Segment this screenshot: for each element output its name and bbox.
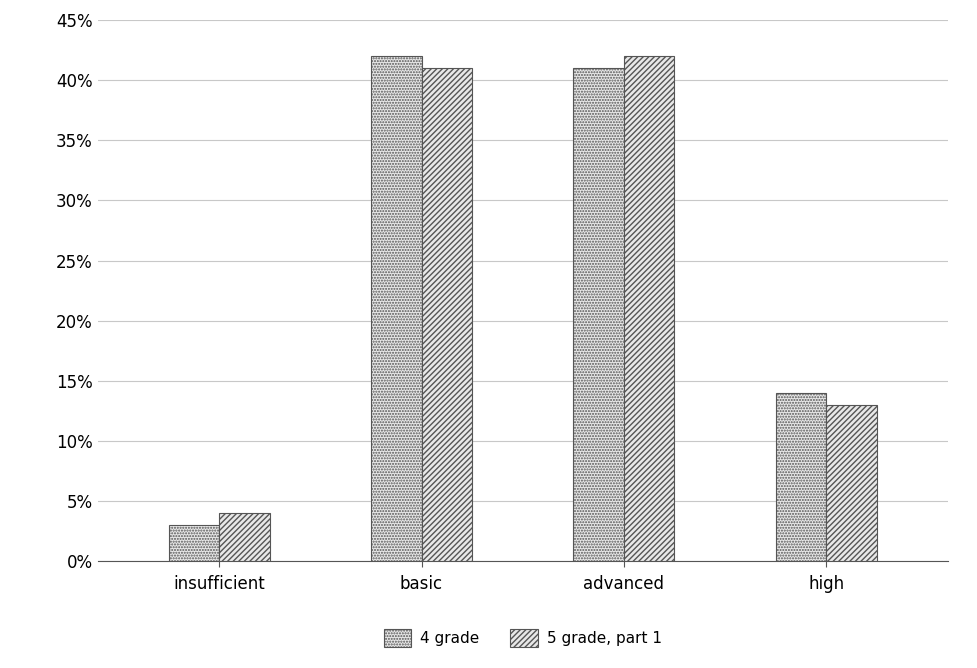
Bar bbox=[776, 393, 827, 561]
Bar bbox=[371, 56, 421, 561]
Bar bbox=[573, 68, 624, 561]
Bar bbox=[169, 525, 219, 561]
Bar bbox=[827, 405, 877, 561]
Bar bbox=[624, 56, 674, 561]
Bar bbox=[421, 68, 472, 561]
Legend: 4 grade, 5 grade, part 1: 4 grade, 5 grade, part 1 bbox=[377, 623, 668, 653]
Bar bbox=[219, 513, 270, 561]
